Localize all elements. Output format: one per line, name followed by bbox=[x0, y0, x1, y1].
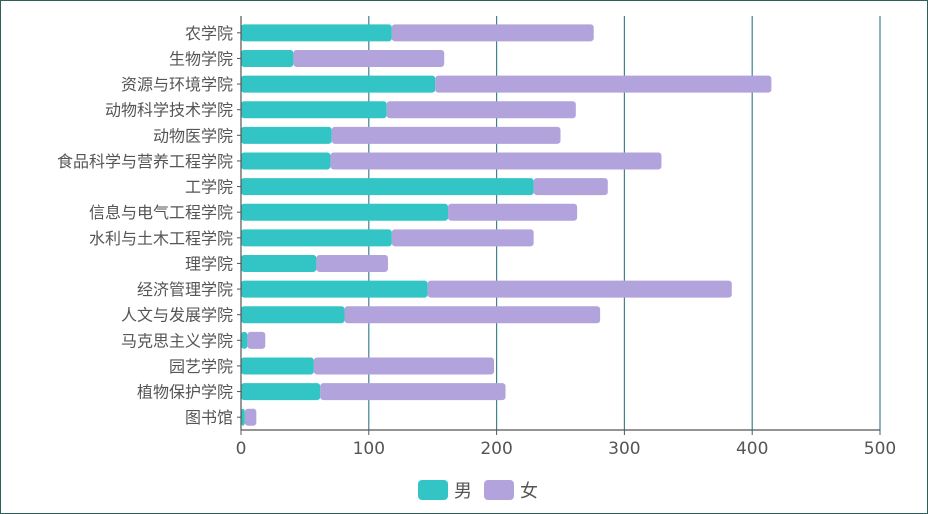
bar-female bbox=[247, 331, 266, 349]
y-category-label: 园艺学院 bbox=[169, 357, 233, 376]
y-category-label: 图书馆 bbox=[185, 408, 233, 427]
y-category-label: 理学院 bbox=[185, 254, 233, 273]
x-tick-label: 0 bbox=[236, 439, 247, 459]
bar-female bbox=[320, 383, 506, 401]
bar-male bbox=[241, 357, 314, 375]
bar-male bbox=[241, 49, 294, 67]
y-category-label: 人文与发展学院 bbox=[121, 306, 233, 325]
legend-label: 女 bbox=[520, 481, 538, 502]
axes: 0 100 200 300 400 500 农学院生物学院资源与环境学院动物科学技术学院动物… bbox=[57, 16, 896, 459]
y-category-label: 工学院 bbox=[185, 178, 233, 197]
y-category-label: 食品科学与营养工程学院 bbox=[57, 152, 233, 171]
legend-label: 男 bbox=[454, 481, 472, 502]
x-tick-label: 400 bbox=[736, 439, 768, 459]
bar-female bbox=[533, 178, 608, 196]
y-category-label: 资源与环境学院 bbox=[121, 75, 233, 94]
y-category-label: 动物科学技术学院 bbox=[105, 101, 233, 120]
bar-male bbox=[241, 229, 392, 247]
bar-male bbox=[241, 408, 245, 426]
bars bbox=[241, 24, 772, 426]
bar-female bbox=[330, 152, 662, 170]
bar-female bbox=[313, 357, 495, 375]
bar-female bbox=[316, 254, 388, 272]
bar-male bbox=[241, 306, 345, 324]
y-category-label: 农学院 bbox=[185, 24, 233, 43]
y-category-label: 生物学院 bbox=[169, 49, 233, 68]
bar-male bbox=[241, 280, 428, 298]
bar-female bbox=[391, 229, 534, 247]
y-category-label: 植物保护学院 bbox=[137, 383, 233, 402]
bar-male bbox=[241, 126, 332, 144]
bar-female bbox=[391, 24, 594, 42]
bar-male bbox=[241, 152, 331, 170]
bar-female bbox=[244, 408, 257, 426]
legend-item[interactable]: 女 bbox=[484, 480, 538, 502]
y-category-label: 经济管理学院 bbox=[137, 280, 233, 299]
legend-swatch bbox=[418, 480, 448, 500]
legend-swatch bbox=[484, 480, 514, 500]
bar-female bbox=[331, 126, 561, 144]
bar-male bbox=[241, 254, 317, 272]
bar-male bbox=[241, 178, 534, 196]
bar-male bbox=[241, 101, 387, 119]
y-category-label: 动物医学院 bbox=[153, 126, 233, 145]
y-category-label: 信息与电气工程学院 bbox=[89, 203, 233, 222]
bar-male bbox=[241, 383, 321, 401]
x-tick-label: 100 bbox=[353, 439, 385, 459]
bar-female bbox=[427, 280, 732, 298]
bar-male bbox=[241, 203, 449, 221]
bar-female bbox=[344, 306, 601, 324]
x-tick-label: 500 bbox=[864, 439, 896, 459]
y-category-label: 马克思主义学院 bbox=[121, 331, 233, 350]
legend-item[interactable]: 男 bbox=[418, 480, 472, 502]
bar-male bbox=[241, 75, 436, 93]
bar-female bbox=[293, 49, 445, 67]
x-tick-label: 200 bbox=[480, 439, 512, 459]
legend[interactable]: 男女 bbox=[418, 480, 538, 502]
bar-female bbox=[448, 203, 578, 221]
bar-female bbox=[386, 101, 576, 119]
bar-male bbox=[241, 24, 392, 42]
bar-female bbox=[435, 75, 772, 93]
bar-male bbox=[241, 331, 248, 349]
y-category-label: 水利与土木工程学院 bbox=[89, 229, 233, 248]
x-tick-label: 300 bbox=[608, 439, 640, 459]
